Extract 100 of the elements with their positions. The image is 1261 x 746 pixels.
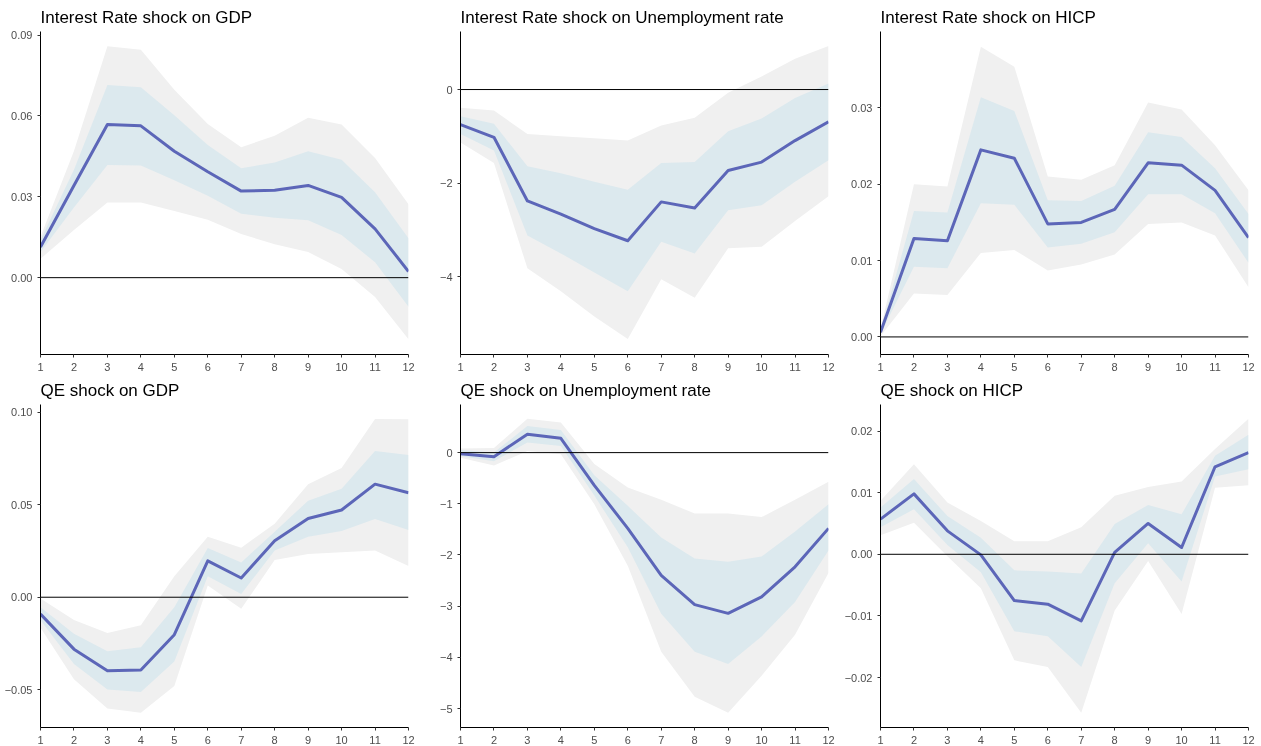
x-tick-label: 7 (238, 360, 245, 373)
y-tick-label: 0 (446, 446, 453, 459)
x-tick-label: 11 (369, 733, 381, 746)
x-tick-label: 7 (238, 733, 245, 746)
x-tick-label: 7 (658, 733, 665, 746)
y-tick-label: −1 (439, 497, 453, 510)
x-tick-label: 11 (789, 733, 801, 746)
x-tick-label: 8 (271, 360, 278, 373)
y-tick-label: 0.09 (11, 29, 33, 42)
y-tick-label: −0.05 (4, 683, 33, 696)
y-tick-label: 0.06 (11, 109, 33, 122)
x-tick-label: 4 (137, 360, 144, 373)
x-tick-label: 2 (910, 733, 918, 746)
x-tick-label: 5 (1011, 733, 1018, 746)
x-tick-label: 10 (1175, 733, 1188, 746)
x-tick-label: 10 (755, 360, 768, 373)
x-tick-label: 8 (691, 360, 698, 373)
x-tick-label: 1 (877, 360, 884, 373)
x-tick-label: 12 (1242, 733, 1255, 746)
chart-title: Interest Rate shock on HICP (880, 7, 1096, 27)
x-tick-label: 6 (624, 360, 631, 373)
x-tick-label: 9 (1145, 733, 1152, 746)
x-tick-label: 8 (271, 733, 278, 746)
x-tick-label: 2 (910, 360, 918, 373)
x-tick-label: 1 (37, 733, 44, 746)
x-tick-label: 11 (1209, 360, 1221, 373)
x-tick-label: 5 (171, 360, 178, 373)
y-tick-label: 0.00 (851, 548, 873, 561)
x-tick-label: 5 (1011, 360, 1018, 373)
x-tick-label: 3 (944, 360, 951, 373)
x-tick-label: 6 (1044, 360, 1051, 373)
x-tick-label: 9 (305, 733, 312, 746)
x-tick-label: 6 (204, 360, 211, 373)
x-tick-label: 2 (490, 360, 498, 373)
x-tick-label: 10 (755, 733, 768, 746)
y-tick-label: 0.10 (11, 406, 33, 419)
x-tick-label: 4 (977, 733, 984, 746)
x-tick-label: 4 (977, 360, 984, 373)
x-tick-label: 6 (204, 733, 211, 746)
y-tick-label: −2 (439, 548, 453, 561)
x-tick-label: 3 (104, 733, 111, 746)
x-tick-label: 4 (557, 360, 564, 373)
x-tick-label: 6 (624, 733, 631, 746)
x-tick-label: 4 (557, 733, 564, 746)
y-tick-label: 0.00 (11, 591, 33, 604)
y-tick-label: −2 (439, 177, 453, 190)
x-tick-label: 11 (789, 360, 801, 373)
x-tick-label: 3 (524, 733, 531, 746)
x-tick-label: 7 (658, 360, 665, 373)
x-tick-label: 2 (70, 360, 78, 373)
chart-title: QE shock on Unemployment rate (460, 380, 711, 400)
x-tick-label: 1 (457, 360, 464, 373)
x-tick-label: 6 (1044, 733, 1051, 746)
x-tick-label: 5 (591, 360, 598, 373)
x-tick-label: 3 (944, 733, 951, 746)
x-tick-label: 12 (1242, 360, 1255, 373)
x-tick-label: 2 (490, 733, 498, 746)
chart-title: Interest Rate shock on GDP (40, 7, 253, 27)
y-tick-label: −4 (439, 651, 453, 664)
y-tick-label: 0.02 (851, 178, 873, 191)
y-tick-label: 0.02 (851, 425, 873, 438)
x-tick-label: 11 (1209, 733, 1221, 746)
x-tick-label: 11 (369, 360, 381, 373)
x-tick-label: 4 (137, 733, 144, 746)
x-tick-label: 7 (1078, 360, 1085, 373)
x-tick-label: 9 (1145, 360, 1152, 373)
x-tick-label: 12 (822, 733, 835, 746)
y-tick-label: 0 (446, 83, 453, 96)
x-tick-label: 8 (691, 733, 698, 746)
x-tick-label: 8 (1111, 733, 1118, 746)
x-tick-label: 5 (591, 733, 598, 746)
x-tick-label: 9 (725, 360, 732, 373)
x-tick-label: 7 (1078, 733, 1085, 746)
x-tick-label: 10 (1175, 360, 1188, 373)
x-tick-label: 3 (524, 360, 531, 373)
x-tick-label: 9 (725, 733, 732, 746)
y-tick-label: −3 (439, 600, 453, 613)
x-tick-label: 1 (877, 733, 884, 746)
y-tick-label: 0.00 (851, 330, 873, 343)
y-tick-label: 0.01 (851, 254, 873, 267)
x-tick-label: 10 (335, 733, 348, 746)
y-tick-label: −0.01 (844, 609, 873, 622)
chart-title: QE shock on HICP (880, 380, 1024, 400)
x-tick-label: 5 (171, 733, 178, 746)
y-tick-label: −4 (439, 270, 453, 283)
y-tick-label: 0.01 (851, 486, 873, 499)
y-tick-label: −0.02 (844, 671, 873, 684)
x-tick-label: 12 (402, 733, 415, 746)
x-tick-label: 1 (457, 733, 464, 746)
x-tick-label: 1 (37, 360, 44, 373)
x-tick-label: 2 (70, 733, 78, 746)
x-tick-label: 9 (305, 360, 312, 373)
x-tick-label: 12 (822, 360, 835, 373)
chart-title: Interest Rate shock on Unemployment rate (460, 7, 784, 27)
x-tick-label: 10 (335, 360, 348, 373)
y-tick-label: −5 (439, 702, 453, 715)
x-tick-label: 3 (104, 360, 111, 373)
y-tick-label: 0.05 (11, 498, 33, 511)
x-tick-label: 8 (1111, 360, 1118, 373)
y-tick-label: 0.03 (851, 101, 873, 114)
